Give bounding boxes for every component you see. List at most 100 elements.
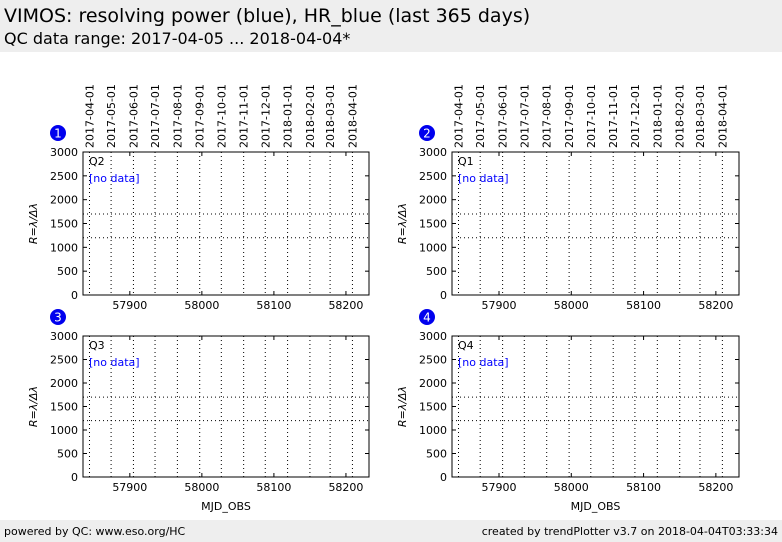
x-tick-label: 58100 xyxy=(626,481,661,494)
date-tick-label: 2018-01-01 xyxy=(282,84,295,148)
date-tick-label: 2017-04-01 xyxy=(83,84,96,148)
chart-panel-2: 0 500 1000 1500 2000 2500 3000 57900 58000 58100 5… xyxy=(396,84,740,312)
y-tick-label: 3000 xyxy=(419,330,447,343)
x-tick-label: 58200 xyxy=(698,481,733,494)
y-tick-label: 1500 xyxy=(50,218,78,231)
panel-badge-number: 4 xyxy=(423,311,431,325)
quadrant-label: Q1 xyxy=(458,155,474,168)
date-tick-label: 2017-06-01 xyxy=(127,84,140,148)
y-tick-label: 0 xyxy=(440,289,447,302)
panel-badge-number: 3 xyxy=(54,311,62,325)
date-tick-label: 2017-12-01 xyxy=(629,84,642,148)
y-tick-label: 1500 xyxy=(419,401,447,414)
x-tick-label: 58000 xyxy=(554,481,589,494)
y-tick-label: 3000 xyxy=(419,146,447,159)
plot-area xyxy=(82,335,370,478)
quadrant-label: Q3 xyxy=(89,339,105,352)
no-data-note: [no data] xyxy=(89,356,140,369)
y-tick-label: 1500 xyxy=(50,401,78,414)
x-tick-label: 57900 xyxy=(112,481,147,494)
no-data-note: [no data] xyxy=(458,172,509,185)
y-tick-label: 2000 xyxy=(419,194,447,207)
y-tick-label: 2500 xyxy=(50,354,78,367)
quadrant-label: Q4 xyxy=(458,339,474,352)
y-axis-label: R=λ/Δλ xyxy=(396,203,409,244)
date-tick-label: 2018-03-01 xyxy=(694,84,707,148)
date-tick-label: 2017-12-01 xyxy=(259,84,272,148)
date-tick-label: 2017-06-01 xyxy=(497,84,510,148)
date-tick-label: 2018-04-01 xyxy=(346,84,359,148)
y-tick-label: 1500 xyxy=(419,218,447,231)
x-tick-label: 58000 xyxy=(554,299,589,312)
date-tick-label: 2017-05-01 xyxy=(105,84,118,148)
page-title: VIMOS: resolving power (blue), HR_blue (… xyxy=(4,5,531,27)
panel-badge xyxy=(419,125,435,141)
y-tick-label: 3000 xyxy=(50,146,78,159)
panel-badge xyxy=(50,309,66,325)
date-tick-label: 2017-11-01 xyxy=(607,84,620,148)
header-bar: VIMOS: resolving power (blue), HR_blue (… xyxy=(0,0,782,52)
y-tick-label: 0 xyxy=(440,471,447,484)
no-data-note: [no data] xyxy=(458,356,509,369)
x-tick-label: 57900 xyxy=(481,299,516,312)
panel-badge xyxy=(419,309,435,325)
date-tick-label: 2017-07-01 xyxy=(149,84,162,148)
date-tick-label: 2018-02-01 xyxy=(304,84,317,148)
date-tick-label: 2018-04-01 xyxy=(716,84,729,148)
y-tick-label: 2500 xyxy=(50,170,78,183)
x-tick-label: 58100 xyxy=(256,299,291,312)
x-tick-label: 58200 xyxy=(328,481,363,494)
x-tick-label: 58000 xyxy=(184,299,219,312)
y-tick-label: 1000 xyxy=(419,424,447,437)
x-tick-label: 58000 xyxy=(184,481,219,494)
footer-timestamp: created by trendPlotter v3.7 on 2018-04-… xyxy=(481,525,778,538)
y-tick-label: 3000 xyxy=(50,330,78,343)
date-tick-label: 2017-10-01 xyxy=(215,84,228,148)
panel-badge-number: 2 xyxy=(423,127,431,141)
y-tick-label: 2500 xyxy=(419,170,447,183)
panel-badge-number: 1 xyxy=(54,127,62,141)
y-tick-label: 2500 xyxy=(419,354,447,367)
chart-panel-3: 0 500 1000 1500 2000 2500 3000 57900 58000 58100 5… xyxy=(27,309,370,513)
chart-panel-4: 0 500 1000 1500 2000 2500 3000 57900 58000 58100 5… xyxy=(396,309,740,513)
y-tick-label: 500 xyxy=(426,448,447,461)
y-tick-label: 1000 xyxy=(50,424,78,437)
date-tick-label: 2017-11-01 xyxy=(238,84,251,148)
date-tick-label: 2017-08-01 xyxy=(541,84,554,148)
x-axis-label: MJD_OBS xyxy=(571,500,621,513)
y-tick-label: 2000 xyxy=(50,377,78,390)
footer-credit: powered by QC: www.eso.org/HC xyxy=(4,525,186,538)
y-tick-label: 2000 xyxy=(419,377,447,390)
date-tick-label: 2017-07-01 xyxy=(518,84,531,148)
y-tick-label: 500 xyxy=(426,265,447,278)
y-tick-label: 1000 xyxy=(419,241,447,254)
y-axis-label: R=λ/Δλ xyxy=(27,386,40,427)
plot-area xyxy=(82,151,370,296)
x-tick-label: 58200 xyxy=(328,299,363,312)
date-tick-label: 2017-05-01 xyxy=(474,84,487,148)
date-tick-label: 2017-04-01 xyxy=(453,84,466,148)
date-tick-label: 2017-09-01 xyxy=(563,84,576,148)
x-tick-label: 57900 xyxy=(112,299,147,312)
y-tick-label: 2000 xyxy=(50,194,78,207)
date-tick-label: 2018-02-01 xyxy=(674,84,687,148)
date-tick-label: 2017-10-01 xyxy=(585,84,598,148)
quadrant-label: Q2 xyxy=(89,155,105,168)
y-tick-label: 0 xyxy=(71,289,78,302)
date-tick-label: 2018-01-01 xyxy=(651,84,664,148)
plot-area xyxy=(451,335,740,478)
y-tick-label: 500 xyxy=(57,265,78,278)
y-axis-label: R=λ/Δλ xyxy=(396,386,409,427)
data-range-subtitle: QC data range: 2017-04-05 ... 2018-04-04… xyxy=(4,29,351,48)
y-tick-label: 500 xyxy=(57,448,78,461)
no-data-note: [no data] xyxy=(89,172,140,185)
y-tick-label: 0 xyxy=(71,471,78,484)
x-tick-label: 58100 xyxy=(256,481,291,494)
panel-badge xyxy=(50,125,66,141)
plot-area xyxy=(451,151,740,296)
x-tick-label: 58200 xyxy=(698,299,733,312)
date-tick-label: 2017-09-01 xyxy=(194,84,207,148)
footer-bar: powered by QC: www.eso.org/HC created by… xyxy=(0,520,782,542)
chart-panel-1: 0 500 1000 1500 2000 2500 3000 57900 58000 58100 5… xyxy=(27,84,370,312)
